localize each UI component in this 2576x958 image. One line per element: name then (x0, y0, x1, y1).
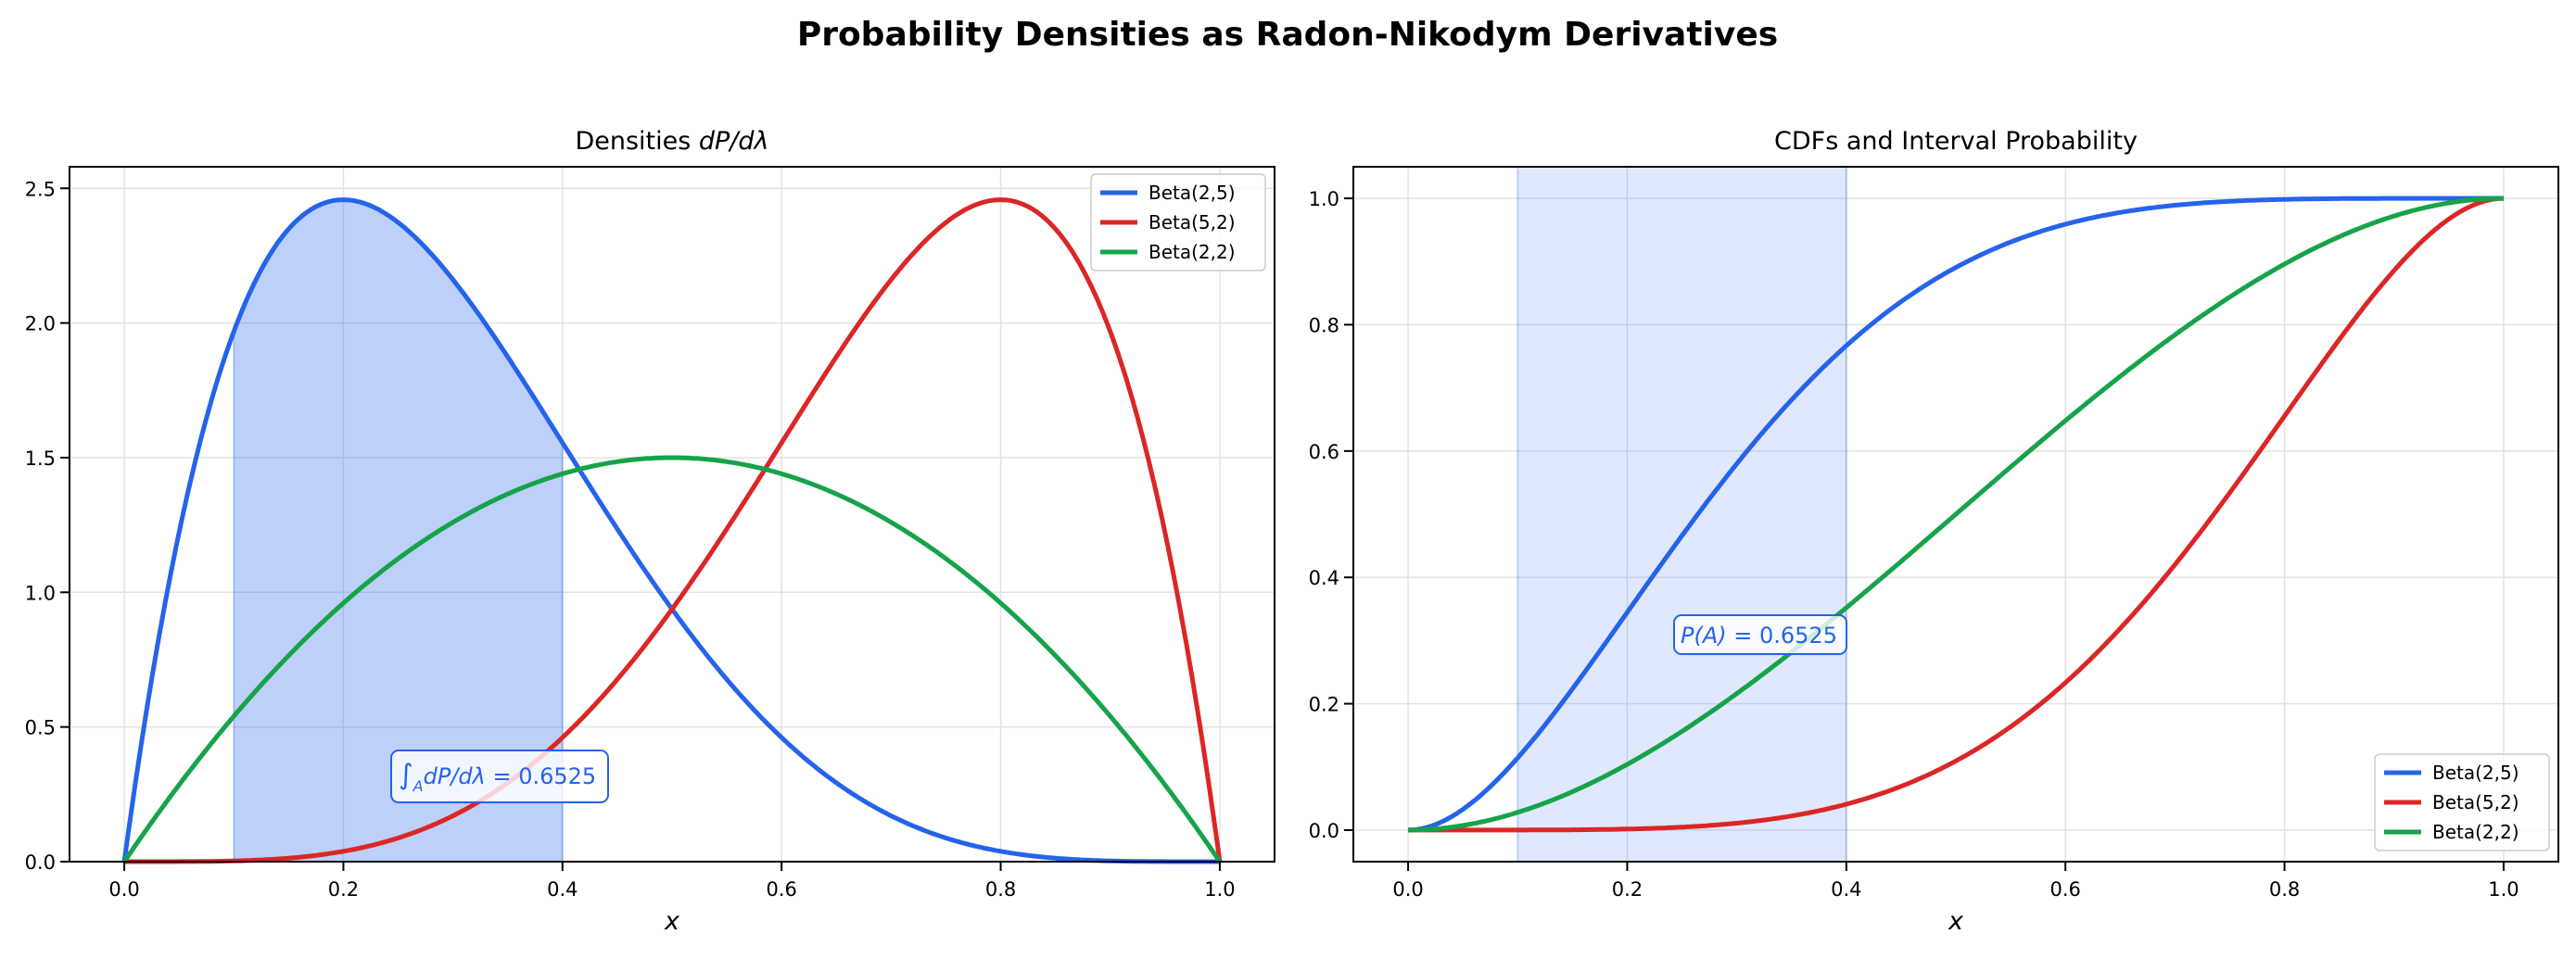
title-math: dP/dλ (699, 127, 769, 156)
y-tick-label: 0.8 (1309, 314, 1339, 336)
x-axis-label: x (1948, 907, 1964, 936)
y-tick-label: 0.2 (1309, 694, 1339, 716)
y-tick-label: 1.0 (1309, 188, 1339, 210)
y-tick-label: 2.5 (25, 178, 56, 200)
density-annotation: ∫AdP/dλ = 0.6525 (390, 750, 609, 803)
legend-label: Beta(5,2) (1148, 211, 1236, 233)
legend-label: Beta(5,2) (2432, 791, 2519, 813)
x-axis-label: x (664, 907, 680, 936)
svg-text:∫AdP/dλ = 0.6525: ∫AdP/dλ = 0.6525 (399, 759, 596, 795)
series-line-52 (1408, 195, 2504, 833)
integral-subscript: A (412, 777, 424, 795)
x-tick-label: 0.8 (985, 878, 1016, 901)
annotation-box (390, 750, 609, 803)
annotation-box (1673, 614, 1847, 655)
x-tick-label: 0.4 (547, 878, 577, 901)
x-tick-label: 0.0 (1392, 878, 1423, 901)
series-line-25 (1408, 195, 2504, 833)
annotation-expr: P(A) (1681, 623, 1727, 649)
series-line-22 (1408, 195, 2504, 833)
annotation-expr: dP/dλ (424, 763, 486, 789)
x-tick-label: 0.6 (766, 878, 796, 901)
legend-box (2374, 753, 2550, 851)
x-tick-label: 0.0 (108, 878, 139, 901)
shaded-interval-span (1516, 166, 1847, 863)
x-tick-label: 0.4 (1831, 878, 1861, 901)
figure-suptitle: Probability Densities as Radon-Nikodym D… (797, 16, 1778, 54)
integral-sign: ∫ (399, 759, 413, 791)
y-tick-label: 0.6 (1309, 441, 1339, 463)
legend-label: Beta(2,2) (2432, 821, 2519, 843)
x-tick-label: 1.0 (2488, 878, 2519, 901)
y-tick-label: 1.5 (25, 447, 56, 470)
y-tick-label: 2.0 (25, 313, 56, 335)
y-tick-label: 0.5 (25, 717, 56, 739)
y-tick-label: 1.0 (25, 582, 56, 604)
x-tick-label: 0.2 (1612, 878, 1643, 901)
legend-label: Beta(2,5) (1148, 182, 1236, 204)
svg-text:P(A) = 0.6525: P(A) = 0.6525 (1681, 623, 1837, 649)
probability-annotation: P(A) = 0.6525 (1673, 614, 1847, 655)
x-tick-label: 0.8 (2269, 878, 2300, 901)
legend-label: Beta(2,5) (2432, 762, 2519, 784)
legend: Beta(2,5) Beta(5,2) Beta(2,2) (1090, 173, 1266, 271)
density-panel: 0.0 0.2 0.4 0.6 0.8 1.0 0.0 0.5 1.0 1.5 2.0 2.5 Den… (25, 127, 1275, 936)
y-tick-label: 0.0 (25, 851, 56, 874)
title-text: Densities (575, 127, 698, 156)
y-tick-label: 0.4 (1309, 567, 1339, 589)
annotation-value: = 0.6525 (486, 763, 596, 789)
axes-frame (69, 166, 1275, 863)
axes-frame (1352, 166, 2559, 863)
x-tick-label: 1.0 (1204, 878, 1235, 901)
cdf-panel: 0.0 0.2 0.4 0.6 0.8 1.0 0.0 0.2 0.4 0.6 0.8 1.0 CDF… (1309, 127, 2559, 936)
density-panel-title: Densities dP/dλ (575, 127, 768, 156)
x-tick-label: 0.6 (2049, 878, 2080, 901)
legend-label: Beta(2,2) (1148, 241, 1236, 263)
legend-box (1090, 173, 1266, 271)
y-tick-label: 0.0 (1309, 820, 1339, 842)
cdf-panel-title: CDFs and Interval Probability (1774, 127, 2138, 156)
series-line-22 (122, 455, 1222, 863)
annotation-value: = 0.6525 (1727, 623, 1837, 649)
x-tick-label: 0.2 (328, 878, 359, 901)
series-line-52 (124, 197, 1223, 864)
legend: Beta(2,5) Beta(5,2) Beta(2,2) (2374, 753, 2550, 851)
